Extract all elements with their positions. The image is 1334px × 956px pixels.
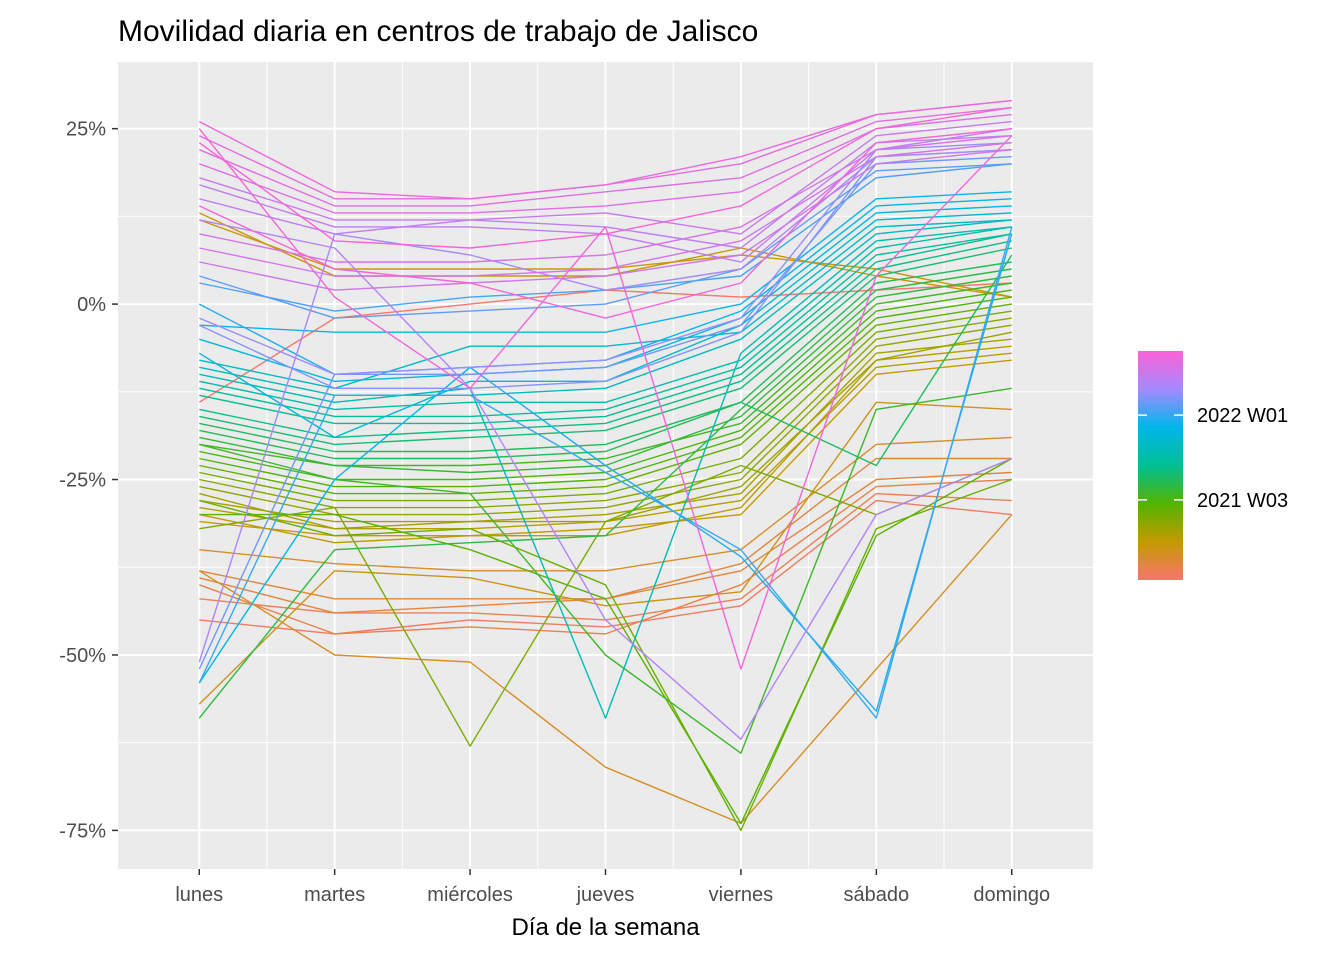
series-line (199, 226, 1012, 719)
series-line (198, 268, 1012, 719)
series-line (199, 106, 1012, 207)
x-axis-title: Día de la semana (511, 914, 700, 941)
x-tick-label: miércoles (427, 884, 513, 906)
legend-label: 2022 W01 (1197, 405, 1288, 427)
series-line (199, 457, 1013, 825)
legend: 2022 W01 2021 W03 (1138, 351, 1288, 580)
series-line (199, 191, 1012, 333)
series-lines (198, 99, 1013, 832)
y-axis: 25% 0% -25% -50% -75% (59, 119, 118, 842)
series-line (199, 338, 1012, 523)
chart-title: Movilidad diaria en centros de trabajo d… (118, 15, 758, 48)
series-line (199, 436, 1012, 572)
series-line (198, 99, 1012, 200)
x-tick-label: martes (304, 884, 365, 906)
x-tick-label: viernes (709, 884, 773, 906)
legend-label: 2021 W03 (1197, 490, 1288, 512)
x-tick-label: jueves (576, 884, 635, 906)
series-line (199, 142, 1012, 277)
series-line (198, 106, 1012, 249)
series-line (199, 120, 1012, 235)
series-line (199, 310, 1012, 502)
y-tick-label: 0% (77, 294, 106, 316)
series-line (199, 233, 1012, 418)
series-line (199, 163, 1012, 319)
series-line (199, 219, 1013, 740)
x-tick-label: lunes (175, 884, 223, 906)
series-line (199, 128, 1012, 319)
series-line (199, 303, 1012, 495)
series-line (199, 478, 1012, 635)
x-tick-label: sábado (844, 884, 910, 906)
series-line (198, 401, 1012, 705)
series-line (199, 254, 1013, 467)
series-line (199, 149, 1012, 291)
x-axis: lunes martes miércoles jueves viernes sábado d… (175, 869, 1050, 906)
y-tick-label: -50% (59, 645, 106, 667)
legend-ticks: 2022 W01 2021 W03 (1138, 405, 1288, 512)
y-tick-label: -75% (59, 820, 106, 842)
series-line (199, 261, 1012, 460)
series-line (199, 296, 1012, 488)
legend-colorbar (1138, 351, 1183, 580)
x-tick-label: domingo (973, 884, 1050, 906)
y-tick-label: -25% (59, 470, 106, 492)
series-line (198, 226, 1013, 719)
y-tick-label: 25% (66, 119, 106, 141)
series-line (199, 478, 1013, 832)
series-line (198, 514, 1013, 825)
series-line (198, 128, 1013, 670)
series-line (199, 135, 1012, 263)
series-line (199, 226, 1012, 411)
series-line (199, 233, 1012, 425)
